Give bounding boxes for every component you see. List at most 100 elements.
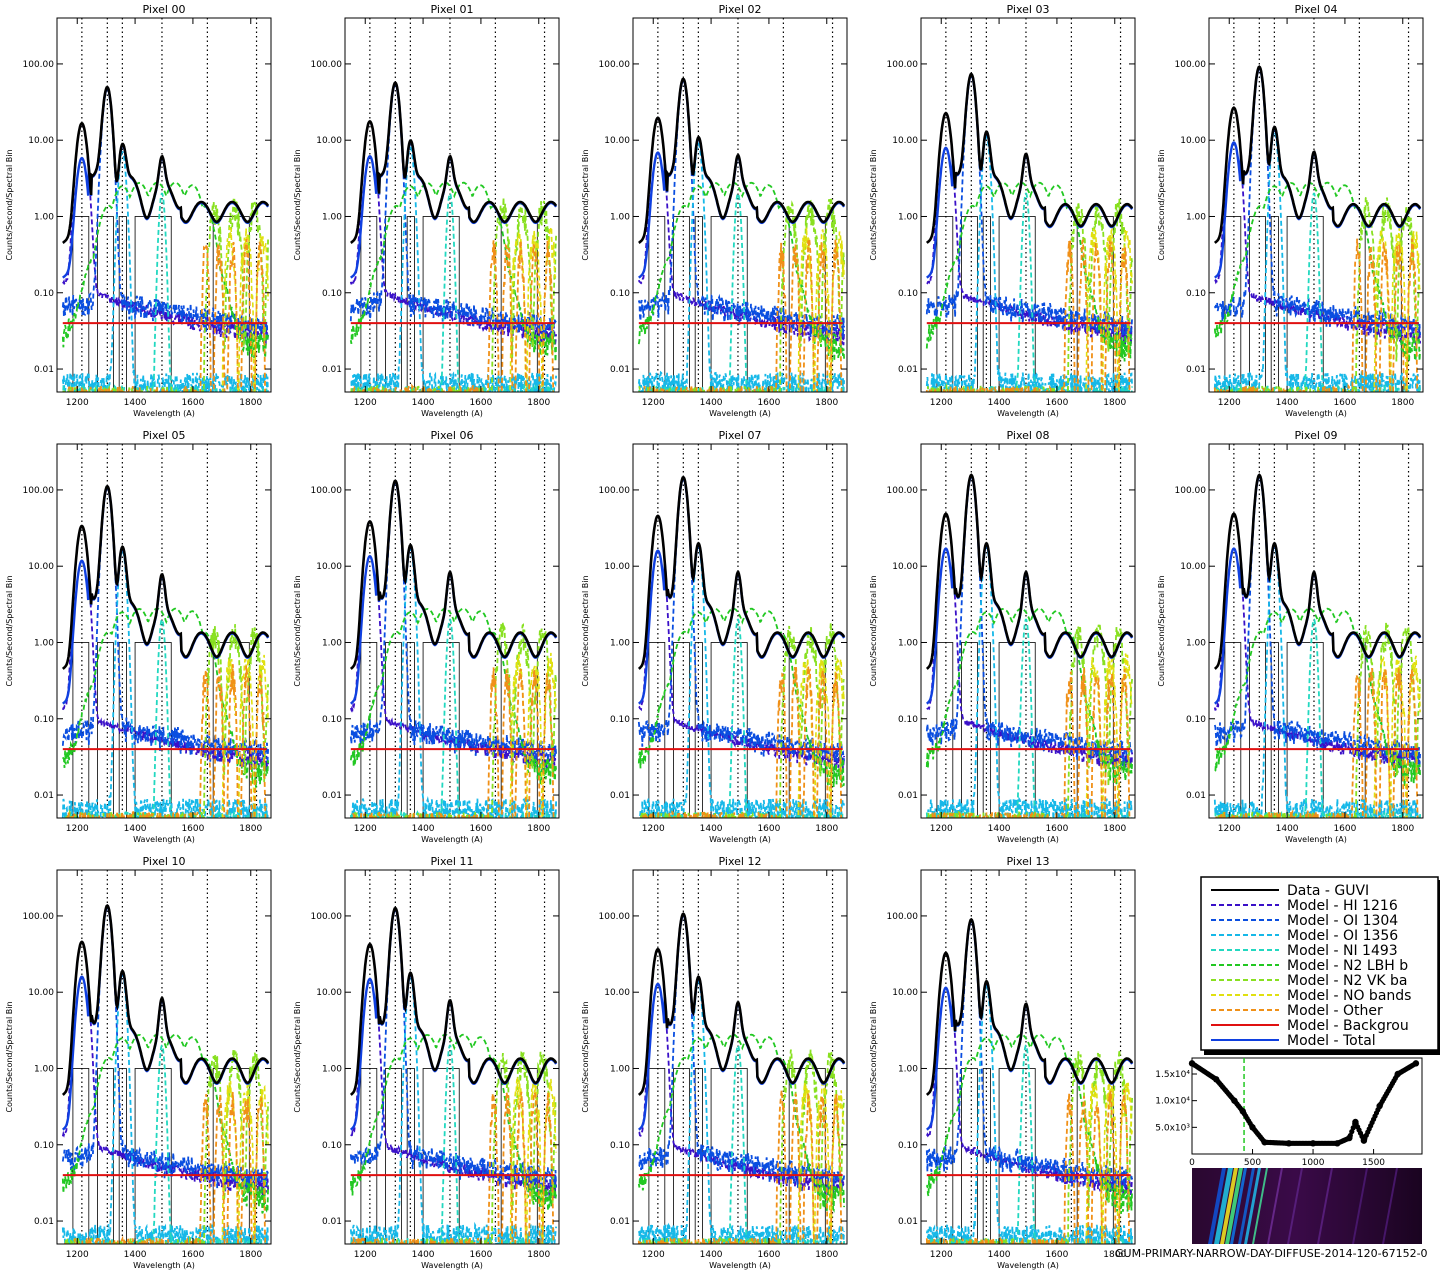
curve-n2lbh [349,181,557,362]
x-tick-label: 1400 [700,824,723,834]
x-tick-label: 1200 [642,398,665,408]
x-tick-label: 1200 [1218,824,1241,834]
y-tick-label: 0.01 [610,365,630,375]
inset-point [1285,1140,1293,1147]
x-axis-label: Wavelength (A) [421,835,483,844]
y-tick-label: 0.10 [322,1141,342,1151]
y-tick-label: 0.10 [34,1141,54,1151]
panel-frame [632,443,848,819]
panel-frame [632,869,848,1245]
x-axis-label: Wavelength (A) [709,409,771,418]
panel-plot-area [925,18,1134,392]
inset-point [1394,1070,1401,1078]
heatmap-stripe [1214,1168,1233,1244]
curve-other [63,1092,267,1244]
curve-other [352,240,555,392]
curve-n2lbh [61,181,269,360]
legend-label: Data - GUVI [1287,883,1369,899]
x-tick-label: 1800 [1103,1250,1126,1260]
inset-point [1376,1102,1383,1110]
curve-ni1493 [925,1044,1133,1244]
panel-04: 0.01 0.10 1.00 10.00 100.00 1200 1400 1600 1800 P… [1157,3,1424,418]
panel-frame [344,17,560,393]
y-tick-label: 0.01 [610,791,630,801]
x-tick-label: 1200 [1218,398,1241,408]
y-tick-label: 1.00 [1186,638,1206,648]
spectra-panels: 0.01 0.10 1.00 10.00 100.00 1200 1400 1600 1800 P… [5,3,1424,1270]
x-tick-label: 1200 [930,398,953,408]
curve-other [349,1090,555,1244]
panel-00: 0.01 0.10 1.00 10.00 100.00 1200 1400 1600 1800 P… [5,3,272,418]
curve-n2lbh [925,1033,1133,1214]
legend-label: Model - NI 1493 [1287,943,1398,959]
y-tick-label: 0.10 [610,1141,630,1151]
y-axis-label: Counts/Second/Spectral Bin [581,575,590,686]
x-tick-label: 1200 [66,398,89,408]
y-tick-label: 100.00 [311,60,343,70]
y-tick-label: 0.10 [1186,715,1206,725]
inset-x-tick-label: 0 [1189,1158,1195,1168]
y-tick-label: 10.00 [604,562,630,572]
x-axis-label: Wavelength (A) [709,1261,771,1270]
y-axis-label: Counts/Second/Spectral Bin [5,575,14,686]
x-tick-label: 1600 [1045,1250,1068,1260]
y-tick-label: 100.00 [599,60,631,70]
inset-point [1352,1118,1359,1126]
y-tick-label: 1.00 [610,1064,630,1074]
curve-n2lbh [637,607,845,789]
legend-label: Model - OI 1304 [1287,913,1398,929]
curve-data-guvi [925,473,1134,670]
heatmap-stripe [1238,1168,1255,1244]
curve-oi1356 [1213,130,1421,392]
y-tick-label: 1.00 [898,1064,918,1074]
y-tick-label: 10.00 [1180,136,1206,146]
y-axis-label: Counts/Second/Spectral Bin [1157,149,1166,260]
curve-oi1304 [61,87,269,341]
window-box [648,216,666,392]
y-tick-label: 10.00 [892,988,918,998]
y-tick-label: 0.01 [322,791,342,801]
y-tick-label: 0.10 [322,715,342,725]
panel-frame [632,17,848,393]
panel-title: Pixel 03 [1007,3,1050,16]
curve-data-guvi [638,77,846,244]
curve-n2lbh [637,181,845,362]
y-tick-label: 10.00 [28,136,54,146]
panel-title: Pixel 12 [719,855,762,868]
y-tick-label: 1.00 [610,638,630,648]
curve-hi1216 [637,117,845,346]
y-axis-label: Counts/Second/Spectral Bin [1157,575,1166,686]
inset-point [1213,1076,1220,1083]
y-tick-label: 10.00 [316,562,342,572]
y-tick-label: 1.00 [898,638,918,648]
y-tick-label: 1.00 [610,212,630,222]
x-axis-label: Wavelength (A) [997,835,1059,844]
y-tick-label: 10.00 [1180,562,1206,572]
x-tick-label: 1800 [239,1250,262,1260]
y-tick-label: 0.01 [898,791,918,801]
panel-plot-area [1213,444,1422,818]
curve-other [639,666,843,818]
window-box [97,642,114,818]
window-box [385,216,402,392]
curve-n2lbh [1213,181,1421,365]
y-tick-label: 100.00 [311,486,343,496]
x-tick-label: 1600 [469,1250,492,1260]
y-tick-label: 10.00 [28,988,54,998]
x-tick-label: 1200 [354,824,377,834]
curve-other [925,238,1131,392]
curve-oi1356 [925,984,1133,1244]
window-box [961,1068,978,1244]
curve-data-guvi [350,81,558,244]
panel-title: Pixel 08 [1007,429,1050,442]
panel-09: 0.01 0.10 1.00 10.00 100.00 1200 1400 1600 1800 P… [1157,429,1424,844]
curve-other [351,667,555,818]
x-tick-label: 1800 [527,824,550,834]
panel-title: Pixel 09 [1295,429,1338,442]
x-tick-label: 1400 [412,398,435,408]
y-axis-label: Counts/Second/Spectral Bin [869,149,878,260]
inset-x-tick-label: 1000 [1302,1158,1325,1168]
y-tick-label: 0.10 [610,289,630,299]
curve-oi1304 [61,485,269,764]
heatmap-stripe [1244,1168,1261,1244]
